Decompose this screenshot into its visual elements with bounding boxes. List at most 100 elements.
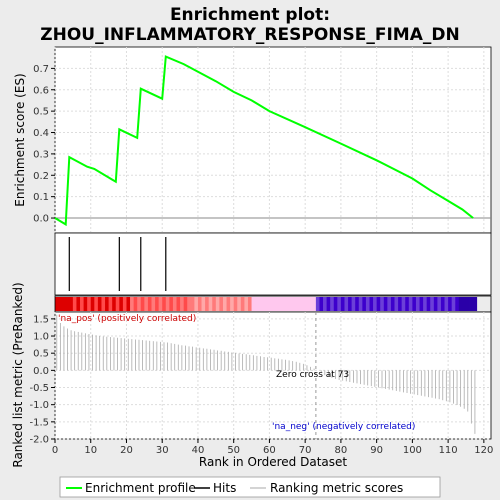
color-bar-cell [230, 297, 235, 311]
color-bar-cell [162, 297, 167, 311]
x-tick-label: 50 [227, 445, 240, 456]
color-bar-cell [473, 297, 478, 311]
color-bar-cell [365, 297, 370, 311]
color-bar-cell [205, 297, 210, 311]
color-bar-cell [373, 297, 378, 311]
color-bar-cell [362, 297, 367, 311]
color-bar-cell [444, 297, 449, 311]
color-bar-cell [101, 297, 106, 311]
color-bar-cell [283, 297, 288, 311]
color-bar-cell [115, 297, 120, 311]
color-bar-cell [80, 297, 84, 311]
color-bar-cell [433, 297, 438, 311]
color-bar-cell [180, 297, 185, 311]
color-bar-cell [58, 297, 63, 311]
color-bar-cell [233, 297, 238, 311]
hit-markers [68, 237, 167, 291]
x-axis-label: Rank in Ordered Dataset [199, 455, 347, 469]
color-bar-cell [187, 297, 192, 311]
metric-y-tick-label: 0.5 [33, 349, 49, 360]
color-bar-cell [294, 297, 299, 311]
x-tick-label: 0 [52, 445, 58, 456]
color-bar-cell [412, 297, 417, 311]
color-bar-cell [369, 297, 374, 311]
es-y-tick-label: 0.0 [33, 214, 49, 225]
color-bar-cell [265, 297, 270, 311]
color-bar-cell [405, 297, 410, 311]
metric-y-tick-label: 1.0 [33, 332, 49, 343]
color-bar-cell [290, 297, 295, 311]
color-bar-cell [337, 297, 342, 311]
x-tick-label: 40 [192, 445, 205, 456]
chart-title-line1: Enrichment plot: [170, 5, 330, 25]
color-bar-cell [190, 297, 195, 311]
es-panel [54, 46, 492, 234]
color-bar-cell [423, 297, 428, 311]
color-bar-cell [355, 297, 360, 311]
color-bar-cell [255, 297, 260, 311]
x-tick-label: 100 [403, 445, 422, 456]
color-bar-cell [430, 297, 435, 311]
es-y-tick-label: 0.1 [33, 192, 49, 203]
color-bar-cell [394, 297, 399, 311]
color-bar-cell [348, 297, 353, 311]
color-bar-cell [308, 297, 313, 311]
color-bar-cell [351, 297, 356, 311]
color-bar-cell [358, 297, 363, 311]
color-bar-cell [344, 297, 349, 311]
enrichment-profile-line [54, 55, 474, 227]
color-bar-cell [72, 297, 77, 311]
color-bar-cell [222, 297, 227, 311]
color-bar-cell [133, 297, 138, 311]
color-bar-cell [183, 297, 188, 311]
legend-enrichment-label: Enrichment profile [85, 481, 196, 495]
color-bar-cell [119, 297, 124, 311]
color-bar-cell [165, 297, 170, 311]
color-bar-cell [440, 297, 445, 311]
hits-panel [54, 232, 492, 296]
x-tick-label: 110 [439, 445, 458, 456]
color-bar-cell [437, 297, 442, 311]
color-bar-cell [169, 297, 174, 311]
color-bar-cell [273, 297, 277, 311]
color-bar-cell [83, 297, 88, 311]
color-bar-cell [247, 297, 252, 311]
metric-y-tick-label: -1.5 [29, 417, 49, 428]
pos-correlated-label: 'na_pos' (positively correlated) [58, 314, 196, 324]
color-bar-cell [108, 297, 113, 311]
color-bar-cell [269, 297, 274, 311]
color-bar-cell [194, 297, 199, 311]
x-tick-label: 80 [335, 445, 348, 456]
x-tick-label: 20 [120, 445, 133, 456]
color-bar-cell [333, 297, 338, 311]
es-y-axis-label: Enrichment score (ES) [13, 73, 27, 206]
color-bar-cell [172, 297, 177, 311]
metric-y-tick-label: 1.5 [33, 314, 49, 325]
color-bar-cell [137, 297, 142, 311]
color-bar-cell [448, 297, 453, 311]
color-bar-cell [258, 297, 263, 311]
metric-y-tick-label: -1.0 [29, 400, 49, 411]
color-bar-cell [315, 297, 320, 311]
color-bar-cell [312, 297, 317, 311]
color-bar-cell [340, 297, 345, 311]
color-bar-cell [87, 297, 92, 311]
color-bar-cell [451, 297, 456, 311]
color-bar-cell [65, 297, 70, 311]
color-bar-cell [262, 297, 267, 311]
color-bar-cell [219, 297, 224, 311]
color-bar-cell [401, 297, 406, 311]
color-bar-cell [458, 297, 463, 311]
color-bar-cell [419, 297, 424, 311]
color-bar-cell [305, 297, 310, 311]
color-bar-cell [122, 297, 127, 311]
color-bar-cell [326, 297, 331, 311]
color-bar-cell [151, 297, 156, 311]
color-bar-cell [140, 297, 145, 311]
color-bar-cell [237, 297, 242, 311]
color-bar-cell [280, 297, 285, 311]
x-tick-label: 60 [263, 445, 276, 456]
es-y-tick-label: 0.4 [33, 128, 49, 139]
color-bar-cell [387, 297, 392, 311]
